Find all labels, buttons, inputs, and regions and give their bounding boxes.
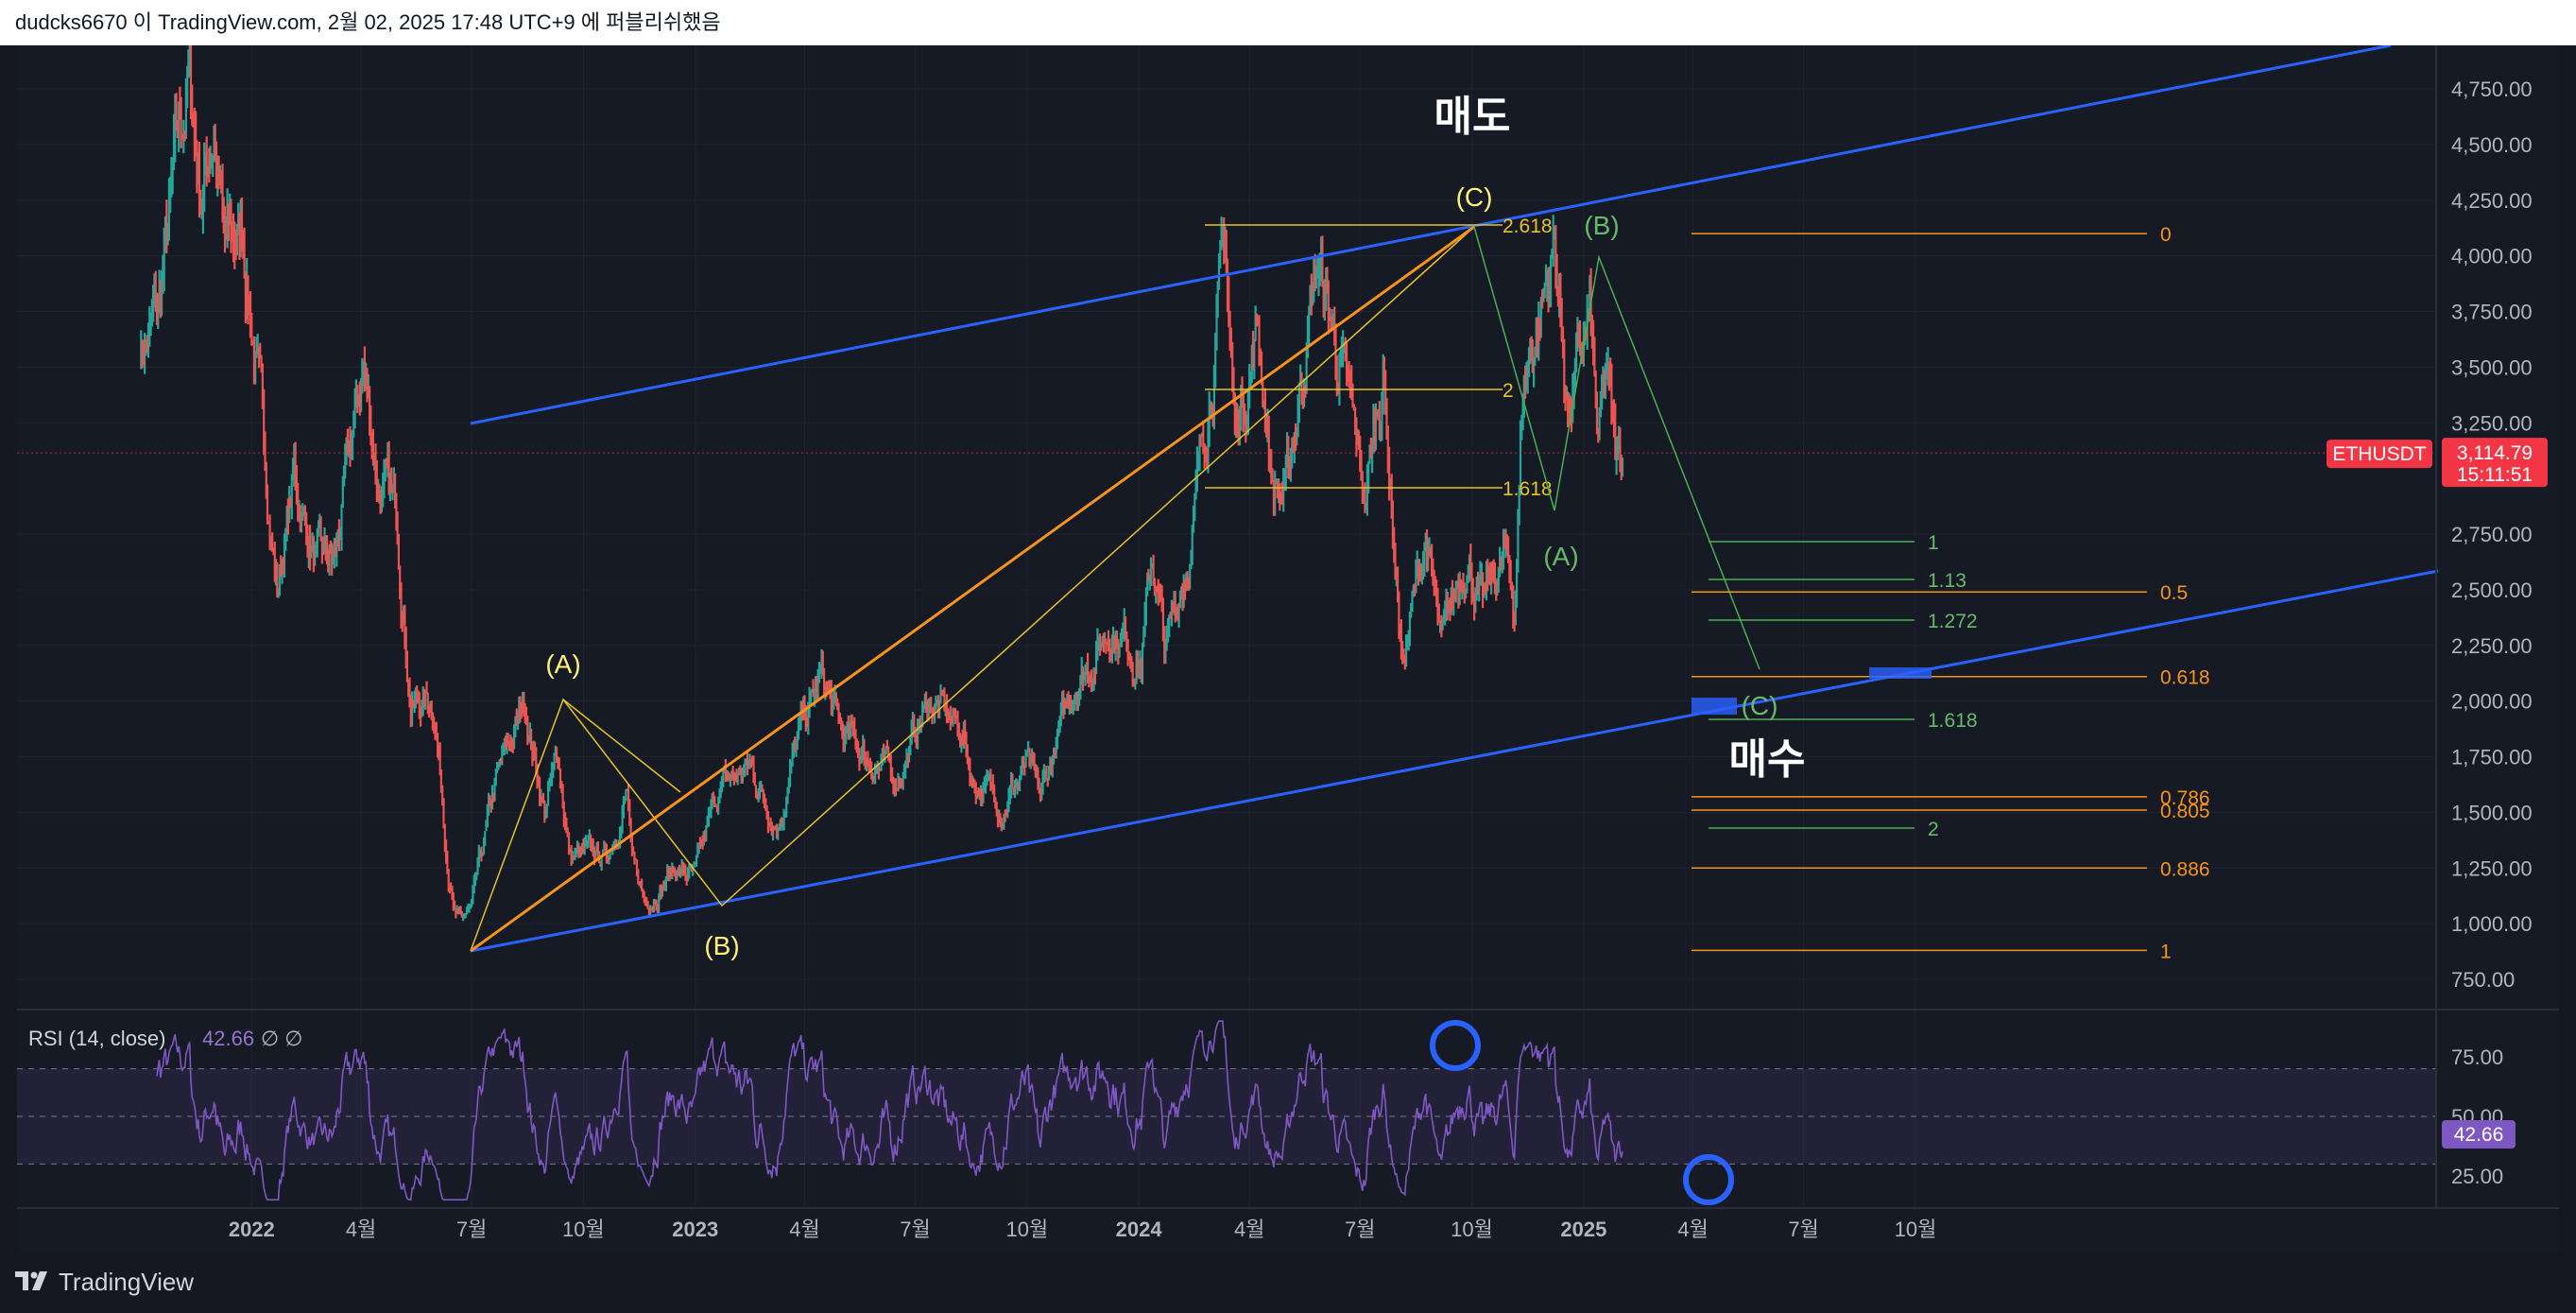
chart-area[interactable]: RSI (14, close) 42.66 ∅ ∅ 2.618 2 1.618 (A) (B… bbox=[17, 21, 2559, 1252]
x-tick-label: 2024 bbox=[1116, 1218, 1163, 1241]
wave-label-yellow: (A) bbox=[545, 649, 580, 679]
channel-upper-line[interactable] bbox=[470, 43, 2392, 425]
x-tick-label: 10월 bbox=[1895, 1218, 1937, 1241]
x-tick-label: 4월 bbox=[1234, 1218, 1264, 1241]
chart-svg[interactable]: RSI (14, close) 42.66 ∅ ∅ 2.618 2 1.618 (A) (B… bbox=[17, 21, 2559, 1252]
fib-ext-green-label: 1.272 bbox=[1928, 611, 1978, 632]
price-up-bars bbox=[140, 21, 1624, 922]
x-tick-label: 7월 bbox=[456, 1218, 487, 1241]
symbol-badge[interactable] bbox=[2327, 440, 2432, 469]
buy-label: 매수 bbox=[1729, 736, 1806, 783]
x-tick-label: 7월 bbox=[1345, 1218, 1375, 1241]
rsi-flags: ∅ ∅ bbox=[261, 1027, 302, 1050]
tradingview-logo-icon bbox=[15, 1271, 47, 1290]
fib-ext-green-label: 1 bbox=[1928, 532, 1939, 554]
rsi-pane: RSI (14, close) 42.66 ∅ ∅ bbox=[17, 1020, 2436, 1201]
wave-label-yellow: (C) bbox=[1456, 182, 1493, 212]
wave-label-green: (A) bbox=[1543, 542, 1578, 571]
yellow-wave-zigzag[interactable] bbox=[470, 226, 1475, 952]
symbol-badge-text: ETHUSDT bbox=[2332, 443, 2426, 465]
green-wave-zigzag[interactable] bbox=[1473, 226, 1760, 670]
fib-ext-yellow-label: 1.618 bbox=[1503, 478, 1553, 500]
x-tick-label: 7월 bbox=[1788, 1218, 1818, 1241]
yellow-abc-retrace[interactable] bbox=[562, 699, 681, 793]
buy-zone-right[interactable] bbox=[1869, 667, 1932, 679]
fib-retracement-label: 0.618 bbox=[2160, 667, 2210, 689]
y-tick-label: 1,500.00 bbox=[2451, 801, 2533, 824]
x-tick-label: 4월 bbox=[1677, 1218, 1708, 1241]
buy-zone-left[interactable] bbox=[1692, 698, 1737, 715]
grid-layer bbox=[17, 45, 2436, 1208]
last-price-text: 3,114.79 bbox=[2457, 442, 2533, 464]
x-tick-label: 4월 bbox=[789, 1218, 819, 1241]
rsi-bottom-circle[interactable] bbox=[1683, 1154, 1734, 1205]
sell-label: 매도 bbox=[1434, 94, 1511, 140]
x-tick-label: 4월 bbox=[346, 1218, 376, 1241]
rsi-value-badge bbox=[2442, 1120, 2516, 1149]
x-tick-label: 10월 bbox=[562, 1218, 605, 1241]
channel-lower-line[interactable] bbox=[470, 569, 2439, 953]
y-tick-label: 3,250.00 bbox=[2451, 411, 2533, 435]
last-price-badge bbox=[2442, 438, 2548, 488]
y-tick-label: 4,250.00 bbox=[2451, 189, 2533, 213]
rsi-y-tick-label: 25.00 bbox=[2451, 1165, 2503, 1188]
x-tick-label: 2022 bbox=[229, 1218, 275, 1241]
y-tick-label: 3,750.00 bbox=[2451, 301, 2533, 324]
attribution-text: dudcks6670 이 TradingView.com, 2월 02, 202… bbox=[15, 10, 721, 34]
y-tick-label: 4,000.00 bbox=[2451, 245, 2533, 268]
orange-trend-line[interactable] bbox=[470, 225, 1475, 953]
fib-retracement-label: 1 bbox=[2160, 941, 2172, 962]
x-tick-label: 2025 bbox=[1560, 1218, 1606, 1241]
wave-label-green: (C) bbox=[1742, 691, 1778, 720]
y-tick-label: 4,500.00 bbox=[2451, 133, 2533, 157]
fib-retracement-label: 0.886 bbox=[2160, 858, 2210, 880]
fib-ext-green-label: 2 bbox=[1928, 819, 1939, 840]
rsi-y-tick-label: 75.00 bbox=[2451, 1045, 2503, 1069]
fib-retracement-label: 0.805 bbox=[2160, 801, 2210, 822]
axis-layer: 4,750.00 4,500.00 4,250.00 4,000.00 3,750.00… bbox=[229, 78, 2548, 1241]
x-tick-label: 10월 bbox=[1451, 1218, 1493, 1241]
brand-text: TradingView bbox=[59, 1267, 195, 1296]
y-tick-label: 750.00 bbox=[2451, 968, 2515, 992]
x-tick-label: 10월 bbox=[1005, 1218, 1048, 1241]
rsi-title: RSI (14, close) bbox=[28, 1027, 166, 1050]
fib-ext-yellow-label: 2 bbox=[1503, 380, 1514, 402]
y-tick-label: 2,750.00 bbox=[2451, 523, 2533, 546]
fib-retracement-label: 0 bbox=[2160, 224, 2172, 246]
wave-label-green: (B) bbox=[1584, 211, 1619, 240]
y-tick-label: 1,750.00 bbox=[2451, 746, 2533, 769]
rsi-line bbox=[156, 1020, 1623, 1201]
y-tick-label: 2,500.00 bbox=[2451, 579, 2533, 602]
fib-ext-yellow-label: 2.618 bbox=[1503, 216, 1553, 237]
rsi-top-circle[interactable] bbox=[1430, 1020, 1481, 1071]
drawings-layer[interactable]: 2.618 2 1.618 (A) (B) (C) (A) (B) (C) 1 1.13 1.272 1… bbox=[17, 43, 2439, 1205]
rsi-value-badge-text: 42.66 bbox=[2454, 1124, 2504, 1146]
fib-retracement-label: 0.786 bbox=[2160, 787, 2210, 809]
y-tick-label: 2,000.00 bbox=[2451, 690, 2533, 714]
y-tick-label: 3,500.00 bbox=[2451, 355, 2533, 379]
publish-header: dudcks6670 이 TradingView.com, 2월 02, 202… bbox=[0, 0, 2576, 45]
wave-label-yellow: (B) bbox=[704, 931, 739, 960]
rsi-legend-value: 42.66 bbox=[202, 1027, 254, 1050]
chart-background bbox=[17, 45, 2559, 1252]
rsi-band-fill bbox=[17, 1068, 2436, 1165]
fib-ext-green-label: 1.13 bbox=[1928, 570, 1966, 592]
countdown-text: 15:11:51 bbox=[2457, 464, 2533, 486]
fib-ext-green-label: 1.618 bbox=[1928, 710, 1978, 732]
fib-retracement-label: 0.5 bbox=[2160, 582, 2188, 604]
y-tick-label: 1,250.00 bbox=[2451, 856, 2533, 880]
y-tick-label: 2,250.00 bbox=[2451, 634, 2533, 658]
tradingview-logo[interactable]: TradingView bbox=[15, 1263, 194, 1301]
y-tick-label: 1,000.00 bbox=[2451, 912, 2533, 936]
y-tick-label: 4,750.00 bbox=[2451, 78, 2533, 101]
x-tick-label: 2023 bbox=[672, 1218, 718, 1241]
x-tick-label: 7월 bbox=[900, 1218, 930, 1241]
footer: TradingView bbox=[0, 1252, 2576, 1313]
